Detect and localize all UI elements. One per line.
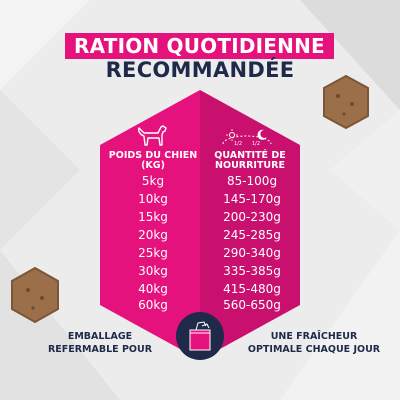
bottom-text-left: EMBALLAGE REFERMABLE POUR xyxy=(47,331,153,355)
food-cell: 335-385g xyxy=(223,264,281,278)
weight-cell: 40kg xyxy=(138,282,168,296)
weight-cell: 10kg xyxy=(138,192,168,206)
weight-cell: 30kg xyxy=(138,264,168,278)
weight-cell: 5kg xyxy=(141,174,165,188)
food-cell: 415-480g xyxy=(223,282,281,296)
resealable-bag-icon xyxy=(189,321,211,351)
weight-cell: 60kg xyxy=(138,298,168,312)
title-banner: RATION QUOTIDIENNE xyxy=(65,33,334,59)
portion-right: 1/2 xyxy=(252,141,261,147)
portion-left: 1/2 xyxy=(234,141,243,147)
weight-cell: 15kg xyxy=(138,210,168,224)
weight-cell: 20kg xyxy=(138,228,168,242)
weight-column-header: POIDS DU CHIEN (KG) xyxy=(108,150,198,171)
hexagon-left-half xyxy=(100,90,200,360)
food-cell: 245-285g xyxy=(223,228,281,242)
subtitle: RECOMMANDÉE xyxy=(105,58,295,82)
weight-cell: 25kg xyxy=(138,246,168,260)
food-cell: 200-230g xyxy=(223,210,281,224)
dog-icon xyxy=(137,125,167,146)
food-cell: 560-650g xyxy=(223,298,281,312)
food-cell: 145-170g xyxy=(223,192,281,206)
half-circle-divider xyxy=(222,135,272,144)
food-cell: 290-340g xyxy=(223,246,281,260)
food-cell: 85-100g xyxy=(226,174,278,188)
food-column-header: QUANTITÉ DE NOURRITURE xyxy=(214,150,286,171)
sun-icon xyxy=(226,129,238,141)
kibble-top-right xyxy=(323,74,369,130)
kibble-bottom-left xyxy=(11,266,59,324)
hexagon-right-half xyxy=(200,90,300,360)
bottom-text-right: UNE FRAÎCHEUR OPTIMALE CHAQUE JOUR xyxy=(247,331,381,355)
moon-icon xyxy=(257,129,267,140)
